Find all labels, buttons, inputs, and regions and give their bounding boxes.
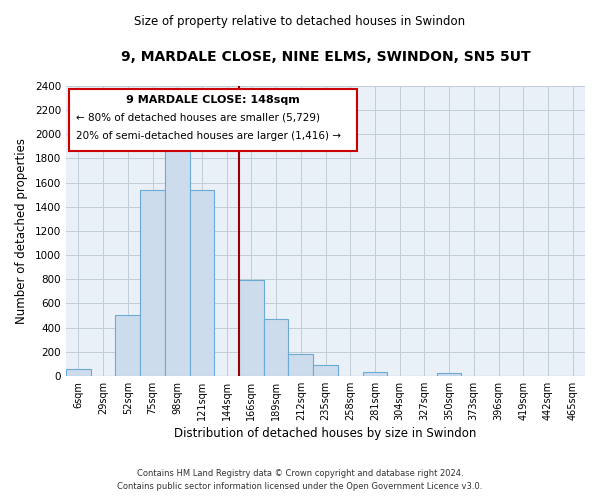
X-axis label: Distribution of detached houses by size in Swindon: Distribution of detached houses by size … xyxy=(175,427,477,440)
Bar xyxy=(165,142,190,376)
Bar xyxy=(66,369,91,376)
Bar xyxy=(437,373,461,376)
Bar xyxy=(190,190,214,376)
Text: Contains public sector information licensed under the Open Government Licence v3: Contains public sector information licen… xyxy=(118,482,482,491)
Bar xyxy=(313,365,338,376)
Bar xyxy=(289,354,313,376)
Text: ← 80% of detached houses are smaller (5,729): ← 80% of detached houses are smaller (5,… xyxy=(76,112,320,122)
Y-axis label: Number of detached properties: Number of detached properties xyxy=(15,138,28,324)
Text: Contains HM Land Registry data © Crown copyright and database right 2024.: Contains HM Land Registry data © Crown c… xyxy=(137,468,463,477)
Bar xyxy=(140,190,165,376)
Text: Size of property relative to detached houses in Swindon: Size of property relative to detached ho… xyxy=(134,14,466,28)
Bar xyxy=(239,280,264,376)
Bar xyxy=(264,319,289,376)
Text: 20% of semi-detached houses are larger (1,416) →: 20% of semi-detached houses are larger (… xyxy=(76,131,341,141)
Bar xyxy=(115,316,140,376)
Text: 9 MARDALE CLOSE: 148sqm: 9 MARDALE CLOSE: 148sqm xyxy=(126,94,299,104)
Title: 9, MARDALE CLOSE, NINE ELMS, SWINDON, SN5 5UT: 9, MARDALE CLOSE, NINE ELMS, SWINDON, SN… xyxy=(121,50,530,64)
Bar xyxy=(362,372,388,376)
FancyBboxPatch shape xyxy=(68,89,356,151)
